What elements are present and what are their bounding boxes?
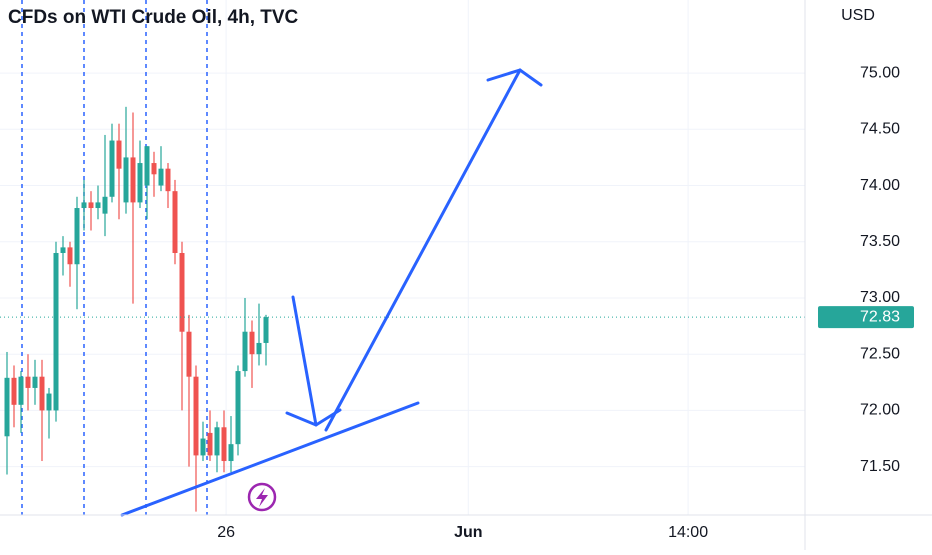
candle-body — [116, 140, 122, 169]
candle-body — [102, 196, 108, 214]
y-tick-label: 75.00 — [860, 64, 900, 81]
candle-body — [151, 163, 157, 175]
candle-body — [32, 376, 38, 388]
x-tick-label: Jun — [454, 524, 482, 541]
candle-body — [46, 393, 52, 411]
candle-body — [18, 376, 24, 405]
currency-label: USD — [841, 7, 875, 24]
candle-body — [53, 253, 59, 411]
candle-body — [186, 331, 192, 377]
candle-body — [214, 427, 220, 456]
candle-body — [249, 331, 255, 355]
candle-body — [88, 202, 94, 209]
candle-body — [25, 376, 31, 388]
event-icon — [247, 482, 277, 512]
arrow-down — [291, 295, 318, 427]
axes: 71.50 72.00 72.50 73.00 73.50 74.00 74.50 75.00… — [217, 64, 914, 541]
candles — [0, 106, 805, 512]
candle-body — [242, 331, 248, 372]
candle-body — [11, 377, 17, 405]
candle-body — [158, 168, 164, 186]
candle-body — [144, 146, 150, 186]
candle-body — [39, 376, 45, 411]
candle-body — [228, 444, 234, 462]
x-tick-label: 26 — [217, 524, 235, 541]
candle-body — [130, 157, 136, 203]
candle-body — [67, 247, 73, 265]
arrow-head — [486, 68, 543, 87]
candle-body — [137, 163, 143, 203]
arrow-up — [324, 68, 522, 432]
last-price-label: 72.83 — [860, 308, 900, 325]
x-tick-label: 14:00 — [668, 524, 708, 541]
drawings — [120, 68, 543, 517]
candle-body — [256, 342, 262, 355]
y-tick-label: 72.00 — [860, 402, 900, 419]
trend-line — [120, 401, 420, 517]
candle-body — [172, 191, 178, 254]
candle-body — [179, 253, 185, 332]
candle-body — [165, 168, 171, 192]
candle-body — [207, 432, 213, 456]
y-tick-label: 71.50 — [860, 458, 900, 475]
candle-body — [4, 377, 10, 437]
candle-body — [200, 438, 206, 456]
arrow-head — [285, 408, 342, 427]
candle-body — [123, 157, 129, 203]
candle-body — [263, 317, 269, 343]
candle-body — [74, 208, 80, 265]
y-tick-label: 74.50 — [860, 121, 900, 138]
candle-body — [221, 427, 227, 462]
candle-body — [60, 247, 66, 254]
candle-body — [109, 140, 115, 197]
last-price-tag — [818, 306, 914, 329]
y-tick-label: 74.00 — [860, 177, 900, 194]
y-tick-label: 73.50 — [860, 233, 900, 250]
y-tick-label: 73.00 — [860, 289, 900, 306]
drawing-vertical-lines — [21, 0, 208, 515]
candle-body — [193, 376, 199, 456]
chart-title: CFDs on WTI Crude Oil, 4h, TVC — [8, 7, 299, 28]
candle-body — [95, 202, 101, 209]
y-tick-label: 72.50 — [860, 345, 900, 362]
candle-body — [81, 202, 87, 209]
candle-body — [235, 371, 241, 445]
